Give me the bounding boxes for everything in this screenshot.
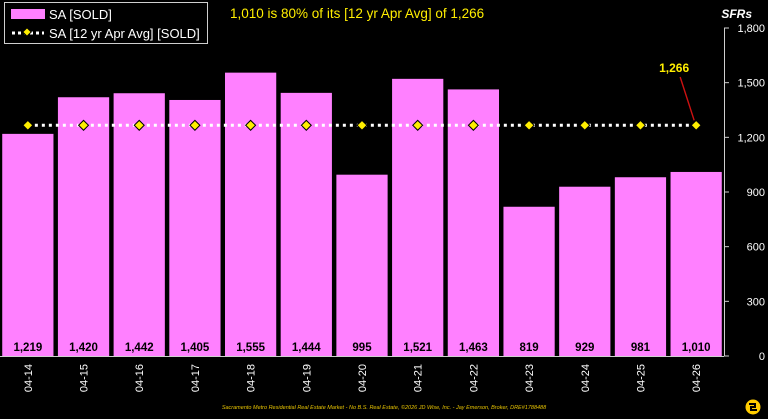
y-tick-label: 0 xyxy=(759,351,765,363)
bar xyxy=(559,186,611,356)
bar-value-label: 1,420 xyxy=(69,342,98,354)
callout-leader-line xyxy=(679,76,695,121)
legend: SA [SOLD] SA [12 yr Apr Avg] [SOLD] xyxy=(4,2,208,44)
average-point xyxy=(77,119,90,131)
y-tick-label: 600 xyxy=(747,242,765,254)
legend-item-bars: SA [SOLD] xyxy=(11,5,112,23)
bar xyxy=(670,171,722,356)
bar xyxy=(280,92,332,357)
x-tick-label: 04-16 xyxy=(134,364,146,392)
callout-label: 1,266 xyxy=(659,61,689,75)
bar-value-label: 1,463 xyxy=(459,342,488,354)
bar xyxy=(224,72,277,357)
x-tick-label: 04-22 xyxy=(468,364,480,392)
x-tick-label: 04-26 xyxy=(691,364,703,392)
average-point xyxy=(467,119,480,131)
bar-value-label: 1,555 xyxy=(236,342,265,354)
x-tick-label: 04-21 xyxy=(413,364,425,392)
bar xyxy=(447,89,500,357)
y-axis-unit-label: SFRs xyxy=(721,7,752,21)
chart-headline: 1,010 is 80% of its [12 yr Apr Avg] of 1… xyxy=(230,6,485,21)
bar-value-label: 929 xyxy=(575,342,594,354)
bar-value-label: 819 xyxy=(519,342,538,354)
x-tick-label: 04-19 xyxy=(301,364,313,392)
y-tick-label: 900 xyxy=(747,187,765,199)
bar-value-label: 1,442 xyxy=(125,342,154,354)
footer-credit: Sacramento Metro Residential Real Estate… xyxy=(221,405,547,411)
x-tick-label: 04-20 xyxy=(357,364,369,392)
bar-value-label: 995 xyxy=(352,342,372,354)
x-tick-label: 04-17 xyxy=(190,364,202,392)
bar-value-label: 1,405 xyxy=(181,342,210,354)
legend-bar-swatch xyxy=(11,9,45,19)
bar xyxy=(336,174,388,356)
legend-bar-label: SA [SOLD] xyxy=(49,6,112,22)
bar-value-label: 1,521 xyxy=(403,342,432,354)
bar-value-label: 981 xyxy=(631,342,651,354)
average-point xyxy=(189,119,201,131)
legend-avg-swatch xyxy=(12,28,44,37)
x-tick-label: 04-15 xyxy=(79,364,91,392)
x-tick-label: 04-23 xyxy=(524,364,536,392)
x-tick-label: 04-14 xyxy=(23,364,35,392)
bar xyxy=(2,133,54,356)
bar xyxy=(57,97,110,356)
bar xyxy=(169,99,221,356)
x-tick-label: 04-18 xyxy=(246,364,258,392)
average-point xyxy=(22,119,34,131)
y-tick-label: 300 xyxy=(747,296,765,308)
bar xyxy=(113,93,165,356)
average-point xyxy=(300,119,312,131)
x-tick-label: 04-24 xyxy=(580,364,592,392)
bar-value-label: 1,219 xyxy=(13,342,42,354)
y-tick-label: 1,500 xyxy=(737,78,765,90)
x-tick-label: 04-25 xyxy=(635,364,647,392)
legend-avg-label: SA [12 yr Apr Avg] [SOLD] xyxy=(49,25,200,41)
average-point xyxy=(133,119,145,131)
y-tick-label: 1,800 xyxy=(737,23,765,35)
average-point xyxy=(579,119,591,131)
average-point xyxy=(244,119,257,131)
average-point xyxy=(356,119,368,131)
brand-logo-icon xyxy=(744,398,762,416)
bar-value-label: 1,010 xyxy=(682,342,711,354)
bar xyxy=(614,177,667,356)
bar-value-label: 1,444 xyxy=(292,342,321,354)
legend-item-average: SA [12 yr Apr Avg] [SOLD] xyxy=(11,24,200,42)
average-point xyxy=(523,119,535,131)
average-point xyxy=(690,119,702,131)
y-tick-label: 1,200 xyxy=(737,132,765,144)
average-point xyxy=(634,119,647,131)
bar xyxy=(503,206,555,356)
average-point xyxy=(412,119,424,131)
